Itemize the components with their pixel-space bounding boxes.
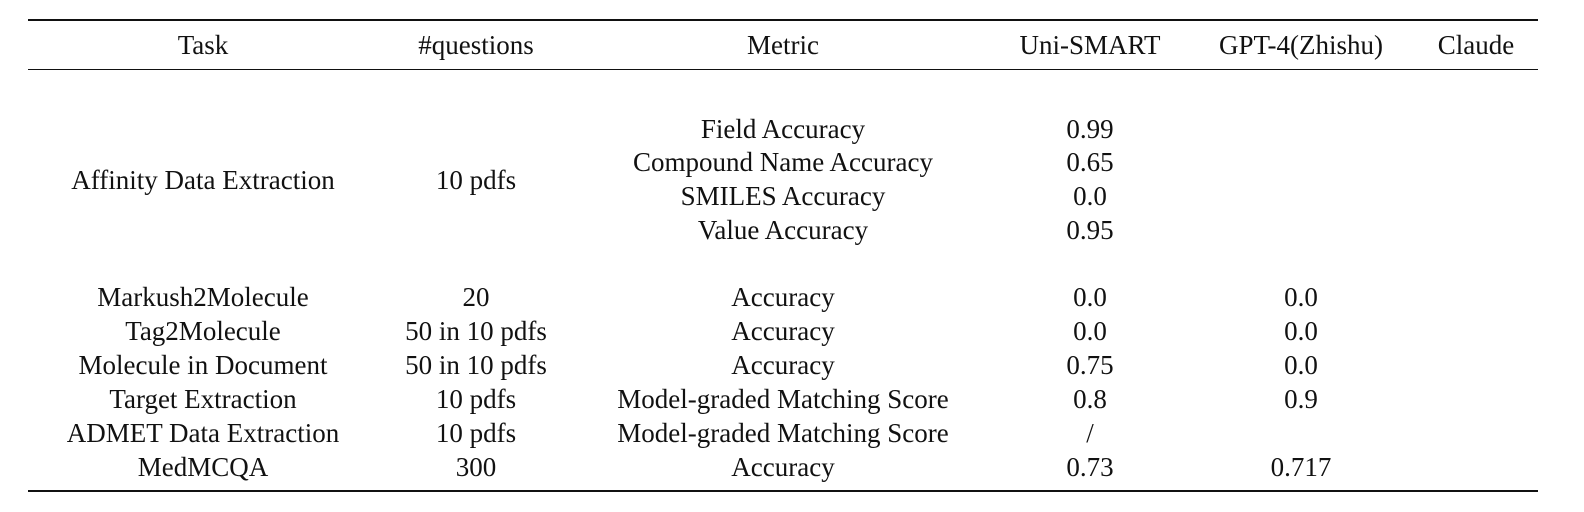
row-metric: Model-graded Matching Score [617, 418, 949, 448]
bottom-rule [28, 490, 1538, 492]
row-gpt4-value: 0.0 [1284, 350, 1318, 380]
affinity-uni-smart-value: 0.95 [1066, 215, 1114, 245]
top-rule [28, 19, 1538, 21]
affinity-questions: 10 pdfs [435, 165, 517, 195]
row-uni-smart-value: 0.73 [1066, 452, 1114, 482]
affinity-uni-smart-value: 0.0 [1073, 181, 1107, 211]
row-task: Molecule in Document [78, 350, 328, 380]
row-metric: Accuracy [731, 350, 835, 380]
header-metric: Metric [747, 30, 819, 60]
affinity-uni-smart-value: 0.99 [1066, 114, 1114, 144]
row-questions: 300 [455, 452, 497, 482]
row-uni-smart-value: / [1086, 418, 1094, 448]
row-questions: 50 in 10 pdfs [405, 350, 547, 380]
row-task: Target Extraction [109, 384, 297, 414]
row-questions: 10 pdfs [435, 418, 517, 448]
affinity-metric: Compound Name Accuracy [633, 147, 933, 177]
row-questions: 10 pdfs [435, 384, 517, 414]
header-uni-smart: Uni-SMART [1019, 30, 1161, 60]
row-metric: Model-graded Matching Score [617, 384, 949, 414]
row-task: Tag2Molecule [125, 316, 281, 346]
row-gpt4-value: 0.0 [1284, 316, 1318, 346]
row-gpt4-value: 0.9 [1284, 384, 1318, 414]
affinity-metric: Value Accuracy [697, 215, 869, 245]
header-task: Task [177, 30, 229, 60]
header-gpt4: GPT-4(Zhishu) [1218, 30, 1384, 60]
header-questions: #questions [418, 30, 534, 60]
row-metric: Accuracy [731, 452, 835, 482]
affinity-metric: Field Accuracy [700, 114, 866, 144]
row-metric: Accuracy [731, 282, 835, 312]
affinity-task: Affinity Data Extraction [71, 165, 335, 195]
header-claude: Claude [1437, 30, 1515, 60]
affinity-uni-smart-value: 0.65 [1066, 147, 1114, 177]
row-gpt4-value: 0.717 [1270, 452, 1332, 482]
row-metric: Accuracy [731, 316, 835, 346]
row-uni-smart-value: 0.0 [1073, 316, 1107, 346]
affinity-metric: SMILES Accuracy [680, 181, 886, 211]
header-rule [28, 69, 1538, 70]
row-questions: 50 in 10 pdfs [405, 316, 547, 346]
row-uni-smart-value: 0.75 [1066, 350, 1114, 380]
row-gpt4-value: 0.0 [1284, 282, 1318, 312]
row-uni-smart-value: 0.8 [1073, 384, 1107, 414]
row-questions: 20 [462, 282, 490, 312]
row-task: Markush2Molecule [97, 282, 309, 312]
row-uni-smart-value: 0.0 [1073, 282, 1107, 312]
row-task: ADMET Data Extraction [66, 418, 340, 448]
row-task: MedMCQA [137, 452, 269, 482]
